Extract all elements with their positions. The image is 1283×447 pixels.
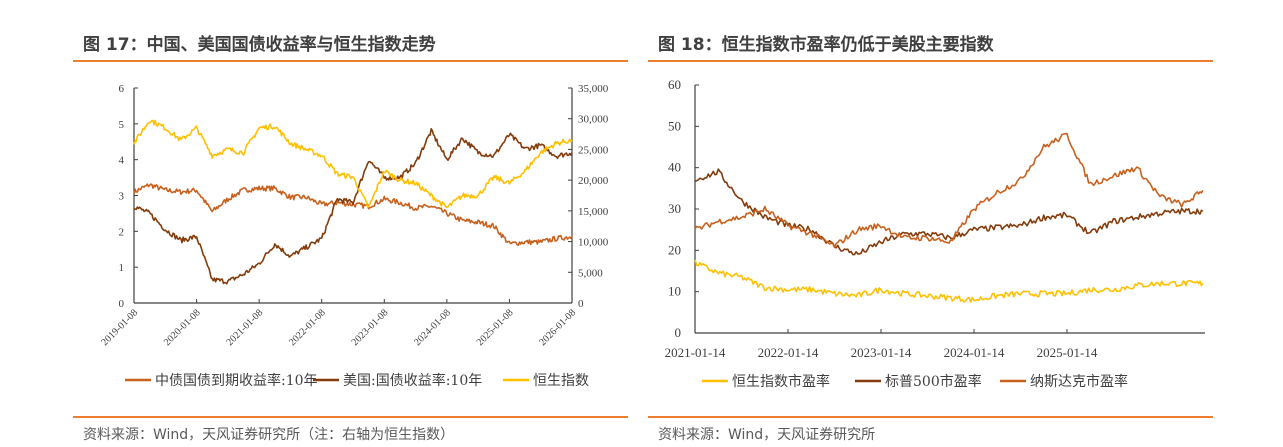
y2-tick-label: 20,000 [578,175,609,187]
yield-hsi-chart: 0 1 2 3 4 5 6 0 5,000 10,000 15,000 20,000 25,000 30,… [99,83,609,389]
series-line [694,132,1204,249]
pe-ratio-chart: 0 10 20 30 40 50 60 2021-01-14 2022-01-14 2023-01… [665,77,1205,390]
y2-tick-label: 25,000 [578,144,609,156]
source-divider [648,416,1213,418]
y-tick-label: 3 [119,191,125,203]
y2-tick-label: 5,000 [578,267,603,279]
series-line [133,128,573,285]
source-divider [73,416,628,418]
x-tick-label: 2022-01-14 [758,345,819,360]
y-tick-label: 20 [668,242,681,257]
x-tick-label: 2025-01-14 [1037,345,1098,360]
figure-17-source: 资料来源：Wind，天风证券研究所（注：右轴为恒生指数） [83,427,455,443]
figure-18-source: 资料来源：Wind，天风证券研究所 [658,427,876,443]
title-divider [73,60,628,62]
y2-tick-label: 35,000 [578,83,609,95]
series-line [133,183,573,246]
y-tick-label: 0 [119,298,125,310]
x-tick-label: 2024-01-14 [944,345,1005,360]
figure-17-title: 图 17：中国、美国国债收益率与恒生指数走势 [83,35,436,55]
title-divider [648,60,1213,62]
x-tick-label: 2025-01-08 [475,307,516,348]
series-line [133,119,573,209]
x-tick-label: 2021-01-08 [224,307,265,348]
x-tick-label: 2021-01-14 [665,345,726,360]
y-tick-label: 40 [668,160,681,175]
x-tick-label: 2024-01-08 [412,307,453,348]
y2-tick-label: 10,000 [578,237,609,249]
series-line [694,168,1204,256]
y-tick-label: 30 [668,201,681,216]
x-tick-label: 2023-01-08 [350,307,391,348]
figure-17-panel: 图 17：中国、美国国债收益率与恒生指数走势 0 1 2 3 4 5 6 0 5,000 10,0… [73,0,628,447]
y2-tick-label: 15,000 [578,206,609,218]
x-tick-label: 2022-01-08 [287,307,328,348]
y2-tick-label: 0 [578,298,584,310]
x-tick-label: 2023-01-14 [851,345,912,360]
y-tick-label: 2 [119,226,125,238]
y-tick-label: 10 [668,284,681,299]
legend-label: 标普500市盈率 [885,373,982,390]
y-tick-label: 0 [675,325,682,340]
figure-18-title: 图 18：恒生指数市盈率仍低于美股主要指数 [658,35,994,55]
y-tick-label: 4 [119,155,125,167]
y-tick-label: 50 [668,118,681,133]
y-tick-label: 6 [119,83,125,95]
legend-label: 恒生指数市盈率 [732,373,830,390]
legend-label: 中债国债到期收益率:10年 [155,372,318,389]
y-tick-label: 5 [119,119,125,131]
x-tick-label: 2026-01-08 [537,307,578,348]
figure-18-panel: 图 18：恒生指数市盈率仍低于美股主要指数 0 10 20 30 40 50 60 2021-… [648,0,1213,447]
legend-label: 纳斯达克市盈率 [1030,373,1128,390]
y-tick-label: 1 [119,262,125,274]
x-tick-label: 2020-01-08 [162,307,203,348]
legend-label: 恒生指数 [533,373,589,389]
series-line [694,259,1204,303]
y2-tick-label: 30,000 [578,114,609,126]
y-tick-label: 60 [668,77,681,92]
x-tick-label: 2019-01-08 [99,307,140,348]
legend-label: 美国:国债收益率:10年 [343,372,482,389]
